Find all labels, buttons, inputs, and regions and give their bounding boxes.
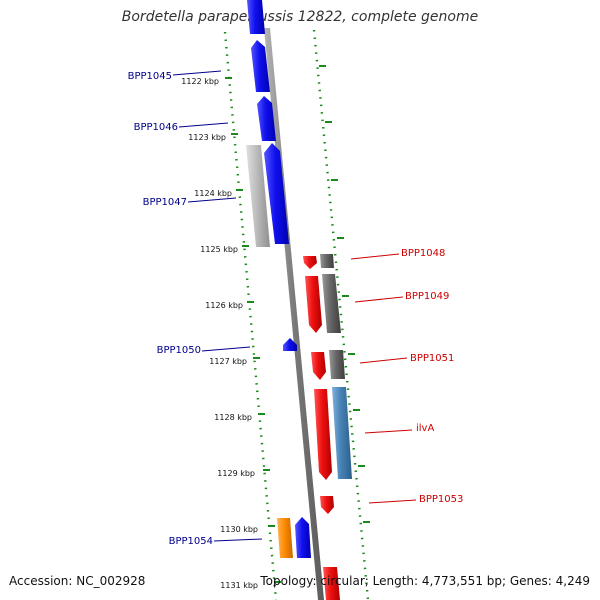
label-leader-line bbox=[354, 296, 404, 303]
feature-block-orange bbox=[277, 518, 293, 558]
gene-arrow-blue bbox=[247, 0, 265, 34]
gene-arrow-blue bbox=[251, 40, 270, 92]
tick-label: 1129 kbp bbox=[217, 469, 255, 478]
feature-block-steel bbox=[332, 387, 352, 479]
gene-label-bpp1050[interactable]: BPP1050 bbox=[157, 345, 201, 356]
feature-block-dark bbox=[329, 350, 345, 379]
gene-arrow-red bbox=[323, 567, 340, 600]
gene-label-bpp1051[interactable]: BPP1051 bbox=[410, 353, 454, 364]
gene-label-bpp1046[interactable]: BPP1046 bbox=[134, 122, 178, 133]
feature-block-dark bbox=[322, 274, 341, 333]
gene-label-bpp1045[interactable]: BPP1045 bbox=[128, 71, 172, 82]
gene-arrow-red bbox=[303, 256, 317, 269]
tick-label: 1122 kbp bbox=[181, 77, 219, 86]
gene-arrow-blue bbox=[264, 143, 289, 244]
scale-tick-labels: 1122 kbp 1123 kbp 1124 kbp 1125 kbp 1126… bbox=[181, 77, 258, 590]
genome-stats: Topology: circular; Length: 4,773,551 bp… bbox=[260, 574, 590, 588]
right-gene-labels: BPP1048 BPP1049 BPP1051 ilvA BPP1053 bbox=[350, 248, 463, 505]
feature-block-dark bbox=[320, 254, 334, 268]
gene-arrow-red bbox=[311, 352, 326, 380]
tick-label: 1124 kbp bbox=[194, 189, 232, 198]
gene-arrow-red bbox=[314, 389, 332, 480]
gene-arrow-red bbox=[320, 496, 334, 514]
gene-label-bpp1053[interactable]: BPP1053 bbox=[419, 494, 463, 505]
left-gene-labels: BPP1045 BPP1046 BPP1047 BPP1050 BPP1054 bbox=[128, 70, 263, 547]
tick-label: 1125 kbp bbox=[200, 245, 238, 254]
label-leader-line bbox=[201, 346, 251, 352]
tick-label: 1123 kbp bbox=[188, 133, 226, 142]
gene-arrow-blue bbox=[257, 96, 276, 141]
label-leader-line bbox=[359, 357, 408, 364]
gene-arrow-blue bbox=[283, 338, 297, 351]
label-leader-line bbox=[178, 122, 229, 128]
forward-strand-features bbox=[246, 0, 311, 558]
tick-label: 1130 kbp bbox=[220, 525, 258, 534]
map-title: Bordetella parapertussis 12822, complete… bbox=[121, 9, 479, 25]
accession-info: Accession: NC_002928 bbox=[9, 574, 146, 588]
ruler-right-edge bbox=[312, 29, 370, 600]
scale-ticks bbox=[225, 65, 370, 583]
reverse-strand-features bbox=[303, 254, 352, 600]
tick-label: 1126 kbp bbox=[205, 301, 243, 310]
label-leader-line bbox=[172, 70, 222, 76]
pseudogene-block bbox=[246, 145, 270, 247]
gene-label-bpp1049[interactable]: BPP1049 bbox=[405, 291, 449, 302]
tick-label: 1127 kbp bbox=[209, 357, 247, 366]
label-leader-line bbox=[350, 253, 400, 260]
ruler-left-edge bbox=[223, 31, 278, 600]
gene-label-bpp1054[interactable]: BPP1054 bbox=[169, 536, 213, 547]
tick-label: 1128 kbp bbox=[214, 413, 252, 422]
tick-label: 1131 kbp bbox=[220, 581, 258, 590]
label-leader-line bbox=[213, 538, 263, 542]
gene-arrow-red bbox=[305, 276, 322, 333]
gene-label-bpp1047[interactable]: BPP1047 bbox=[143, 197, 187, 208]
gene-label-bpp1048[interactable]: BPP1048 bbox=[401, 248, 445, 259]
gene-arrow-blue bbox=[295, 517, 311, 558]
label-leader-line bbox=[368, 499, 417, 504]
label-leader-line bbox=[364, 429, 413, 434]
label-leader-line bbox=[187, 197, 237, 203]
gene-label-ilva[interactable]: ilvA bbox=[416, 423, 434, 434]
